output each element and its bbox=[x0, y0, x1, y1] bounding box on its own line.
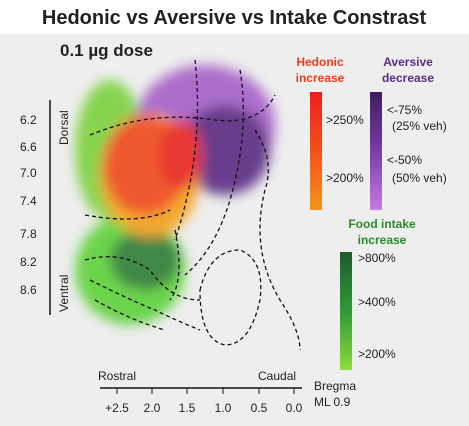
legend-title: Food intake bbox=[348, 217, 416, 231]
legend-label: >800% bbox=[358, 251, 396, 265]
dv-label: 7.4 bbox=[20, 194, 37, 208]
rc-label: 0.5 bbox=[251, 401, 268, 415]
legend-label: <-75% bbox=[387, 103, 422, 117]
caudal-label: Caudal bbox=[258, 369, 296, 383]
brain-outlines bbox=[84, 59, 301, 351]
legend-label: >250% bbox=[326, 113, 364, 127]
rc-label: 0.0 bbox=[286, 401, 303, 415]
ventral-label: Ventral bbox=[57, 275, 71, 312]
dv-axis: 6.2 6.6 7.0 7.4 7.8 8.2 8.6 Dorsal Ventr… bbox=[20, 100, 71, 315]
legend-title: Hedonic bbox=[296, 55, 344, 69]
dv-label: 7.8 bbox=[20, 227, 37, 241]
dv-label: 6.2 bbox=[20, 113, 37, 127]
legend-title: decrease bbox=[382, 71, 434, 85]
rc-axis: +2.5 2.0 1.5 1.0 0.5 0.0 Rostral Caudal … bbox=[98, 369, 356, 415]
legend-label: <-50% bbox=[387, 153, 422, 167]
legend-label: >200% bbox=[326, 171, 364, 185]
color-bar bbox=[370, 92, 382, 210]
legend-label: >200% bbox=[358, 347, 396, 361]
legend-label: >400% bbox=[358, 295, 396, 309]
legend-label: (50% veh) bbox=[392, 171, 447, 185]
rc-label: 1.5 bbox=[179, 401, 196, 415]
dv-label: 8.6 bbox=[20, 283, 37, 297]
dv-label: 7.0 bbox=[20, 166, 37, 180]
rc-label: 2.0 bbox=[144, 401, 161, 415]
rostral-label: Rostral bbox=[98, 369, 136, 383]
legend-title: increase bbox=[296, 71, 345, 85]
legend-food: Food intake increase >800% >400% >200% bbox=[340, 217, 416, 370]
dorsal-label: Dorsal bbox=[57, 110, 71, 145]
ml-label: ML 0.9 bbox=[314, 395, 351, 409]
heatmap bbox=[75, 65, 275, 325]
rc-label: +2.5 bbox=[105, 401, 129, 415]
legend-aversive: Aversive decrease <-75% (25% veh) <-50% … bbox=[370, 55, 447, 210]
dv-label: 6.6 bbox=[20, 140, 37, 154]
legend-hedonic: Hedonic increase >250% >200% bbox=[296, 55, 364, 210]
legend-title: Aversive bbox=[383, 55, 433, 69]
color-bar bbox=[310, 92, 322, 210]
title: Hedonic vs Aversive vs Intake Constrast bbox=[42, 7, 427, 29]
rc-label: 1.0 bbox=[215, 401, 232, 415]
dv-label: 8.2 bbox=[20, 255, 37, 269]
bregma-label: Bregma bbox=[314, 379, 356, 393]
legend-title: increase bbox=[358, 233, 407, 247]
dose: 0.1 µg dose bbox=[60, 41, 153, 60]
legend-label: (25% veh) bbox=[392, 119, 447, 133]
color-bar bbox=[340, 252, 352, 370]
